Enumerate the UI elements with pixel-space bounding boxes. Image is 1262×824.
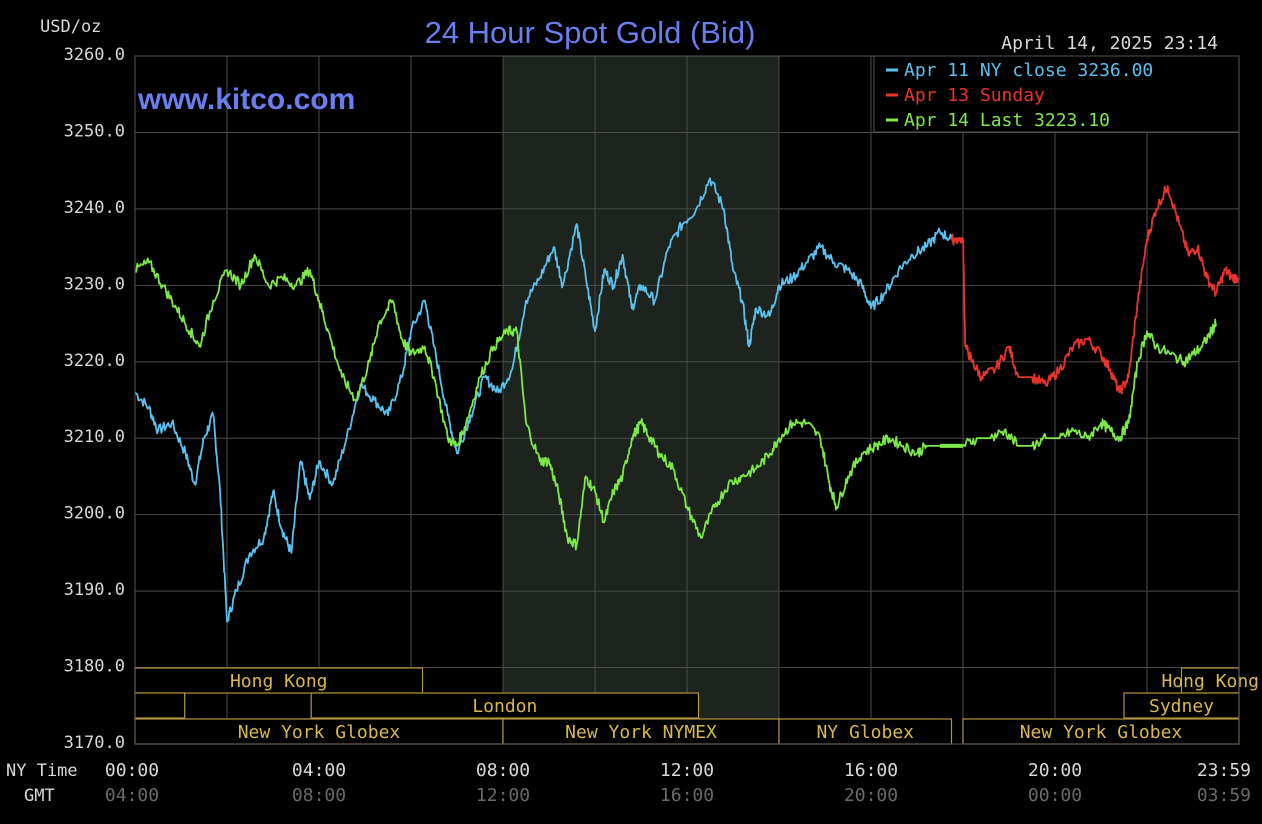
- nymex-session-shading: [503, 56, 779, 744]
- y-tick-label: 3190.0: [64, 580, 125, 600]
- trading-sessions: Hong Kong Hong Kong London Sydney New York G…: [134, 667, 1259, 745]
- series-line-2: [134, 253, 1217, 551]
- gmt-label: GMT: [24, 786, 55, 806]
- x-tick-label-ny: 12:00: [660, 760, 714, 781]
- y-tick-label: 3240.0: [64, 198, 125, 218]
- series-line-0: [134, 177, 953, 623]
- session-box: [134, 692, 186, 719]
- x-tick-label-ny: 16:00: [844, 760, 898, 781]
- session-box: [1123, 692, 1240, 719]
- chart-title: 24 Hour Spot Gold (Bid): [425, 15, 756, 50]
- y-tick-label: 3170.0: [64, 733, 125, 753]
- session-box: [778, 718, 953, 745]
- session-label: NY Globex: [816, 722, 914, 743]
- x-tick-label-ny: 00:00: [105, 760, 159, 781]
- x-tick-label-ny: 08:00: [476, 760, 530, 781]
- session-box: [134, 667, 424, 694]
- session-box: [962, 718, 1240, 745]
- x-axis-ticks: 00:00 04:00 04:00 08:00 08:00 12:00 12:00 16:00…: [105, 760, 1251, 806]
- x-tick-label-gmt: 12:00: [476, 785, 530, 806]
- session-box: [502, 718, 780, 745]
- legend-label: Apr 11 NY close 3236.00: [904, 60, 1153, 81]
- session-label: Hong Kong: [1161, 671, 1259, 692]
- y-axis-unit: USD/oz: [40, 17, 101, 37]
- y-tick-label: 3180.0: [64, 657, 125, 677]
- ny-time-label: NY Time: [6, 761, 78, 781]
- x-tick-label-gmt: 08:00: [292, 785, 346, 806]
- x-tick-label-ny: 04:00: [292, 760, 346, 781]
- x-tick-label-ny: 23:59: [1197, 760, 1251, 781]
- session-label: New York Globex: [238, 722, 401, 743]
- session-box: [310, 692, 700, 719]
- kitco-watermark: www.kitco.com: [137, 83, 355, 116]
- x-tick-label-gmt: 03:59: [1197, 785, 1251, 806]
- plot-border: [134, 55, 1240, 745]
- legend-label: Apr 13 Sunday: [904, 85, 1045, 106]
- legend-items: Apr 11 NY close 3236.00 Apr 13 Sunday Apr …: [886, 60, 1153, 131]
- x-tick-label-gmt: 16:00: [660, 785, 714, 806]
- y-tick-label: 3210.0: [64, 427, 125, 447]
- x-tick-label-ny: 20:00: [1028, 760, 1082, 781]
- session-label: Hong Kong: [230, 671, 328, 692]
- series-line-1: [950, 185, 1240, 395]
- y-tick-label: 3220.0: [64, 351, 125, 371]
- y-tick-label: 3260.0: [64, 45, 125, 65]
- legend: Apr 11 NY close 3236.00 Apr 13 Sunday Apr …: [873, 55, 1240, 133]
- x-tick-label-gmt: 04:00: [105, 785, 159, 806]
- y-tick-label: 3250.0: [64, 121, 125, 141]
- session-label: New York Globex: [1020, 722, 1183, 743]
- y-axis-ticks: 3260.0 3250.0 3240.0 3230.0 3220.0 3210.0 3200…: [64, 45, 125, 753]
- session-label: Sydney: [1149, 696, 1214, 717]
- x-tick-label-gmt: 20:00: [844, 785, 898, 806]
- price-series: [134, 177, 1240, 623]
- legend-box: [873, 55, 1240, 133]
- legend-label: Apr 14 Last 3223.10: [904, 110, 1110, 131]
- session-label: London: [472, 696, 537, 717]
- x-tick-label-gmt: 00:00: [1028, 785, 1082, 806]
- y-tick-label: 3230.0: [64, 274, 125, 294]
- chart-timestamp: April 14, 2025 23:14: [1001, 33, 1218, 54]
- y-tick-label: 3200.0: [64, 504, 125, 524]
- session-box: [1180, 667, 1240, 694]
- session-label: New York NYMEX: [565, 722, 717, 743]
